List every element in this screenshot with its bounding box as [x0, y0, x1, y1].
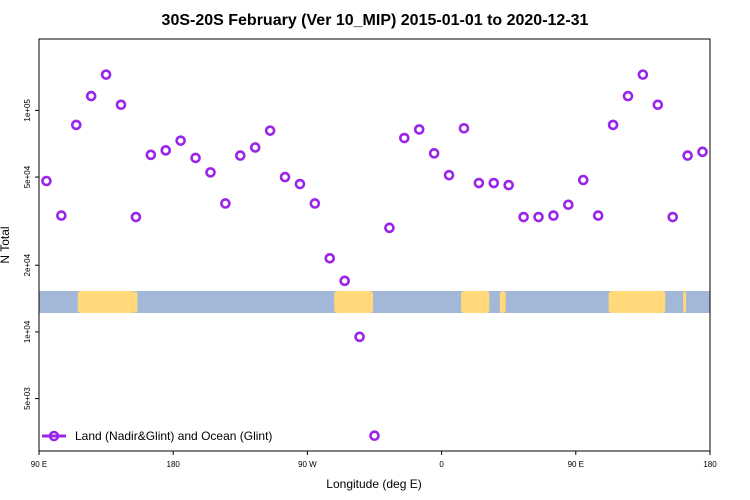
data-point: [443, 169, 455, 181]
x-tick-label-0: 90 E: [31, 460, 47, 469]
data-point: [413, 124, 425, 135]
data-point: [622, 90, 634, 102]
data-point: [458, 123, 470, 134]
data-point: [667, 211, 679, 223]
x-tick-label-5: 180: [703, 460, 717, 469]
data-point: [592, 210, 604, 221]
data-point: [428, 148, 440, 159]
data-point: [488, 177, 500, 189]
data-point: [384, 222, 395, 234]
chart-title: 30S-20S February (Ver 10_MIP) 2015-01-01…: [162, 12, 589, 29]
data-point: [264, 125, 276, 136]
y-tick-label-4: 1e+05: [23, 99, 32, 122]
data-point: [190, 152, 201, 164]
data-point: [115, 99, 127, 111]
y-axis-label: N Total: [0, 226, 12, 263]
data-point: [324, 252, 336, 264]
data-point: [399, 132, 410, 144]
data-point: [220, 198, 231, 209]
data-point: [607, 119, 619, 131]
data-point: [145, 149, 157, 161]
legend-marker-swatch: [48, 430, 60, 442]
data-point: [279, 171, 291, 183]
legend-entry-label: Land (Nadir&Glint) and Ocean (Glint): [75, 429, 272, 443]
data-point: [160, 145, 172, 156]
data-point: [205, 167, 216, 178]
land-mass-0: [77, 291, 135, 313]
land-mass-5: [608, 291, 666, 313]
data-point: [235, 150, 246, 161]
x-tick-label-3: 0: [439, 460, 444, 469]
data-point: [577, 174, 589, 186]
ocean-band: [39, 291, 710, 313]
land-mass-2: [334, 291, 374, 313]
land-mass-4: [499, 291, 506, 313]
data-point: [70, 119, 82, 131]
land-mass-3: [460, 291, 490, 313]
data-point: [548, 210, 559, 221]
data-point: [41, 175, 52, 187]
y-axis: 5e+03 1e+04 2e+04 5e+04 1e+05: [23, 99, 39, 410]
data-point: [518, 211, 529, 223]
x-tick-label-2: 90 W: [298, 460, 317, 469]
plot-frame: [38, 38, 711, 452]
y-tick-label-3: 5e+04: [23, 165, 32, 188]
x-axis-label: Longitude (deg E): [326, 477, 421, 491]
data-point: [339, 275, 350, 287]
data-point: [294, 178, 306, 190]
data-point: [652, 99, 664, 111]
y-tick-label-1: 1e+04: [23, 320, 32, 343]
land-ocean-band: [39, 291, 710, 313]
land-mass-6: [683, 291, 687, 313]
data-point: [637, 69, 649, 80]
x-axis: 90 E 180 90 W 0 90 E 180: [31, 451, 717, 469]
data-point: [697, 146, 708, 158]
data-point: [369, 430, 380, 441]
x-tick-label-1: 180: [167, 460, 181, 469]
data-point: [85, 90, 97, 102]
x-tick-label-4: 90 E: [568, 460, 584, 469]
data-point: [249, 142, 261, 153]
land-mass-1: [134, 291, 138, 313]
legend: Land (Nadir&Glint) and Ocean (Glint): [42, 429, 272, 443]
data-point: [354, 331, 365, 343]
data-point: [473, 177, 485, 189]
data-point: [56, 210, 67, 221]
data-points: [41, 69, 708, 441]
data-point: [533, 211, 544, 223]
data-point: [100, 69, 112, 80]
data-point: [503, 179, 515, 191]
data-point: [309, 198, 321, 209]
data-point: [175, 135, 186, 146]
y-tick-label-2: 2e+04: [23, 253, 32, 276]
data-point: [563, 199, 574, 211]
y-tick-label-0: 5e+03: [23, 387, 32, 410]
data-point: [682, 150, 693, 161]
data-point: [130, 211, 142, 223]
